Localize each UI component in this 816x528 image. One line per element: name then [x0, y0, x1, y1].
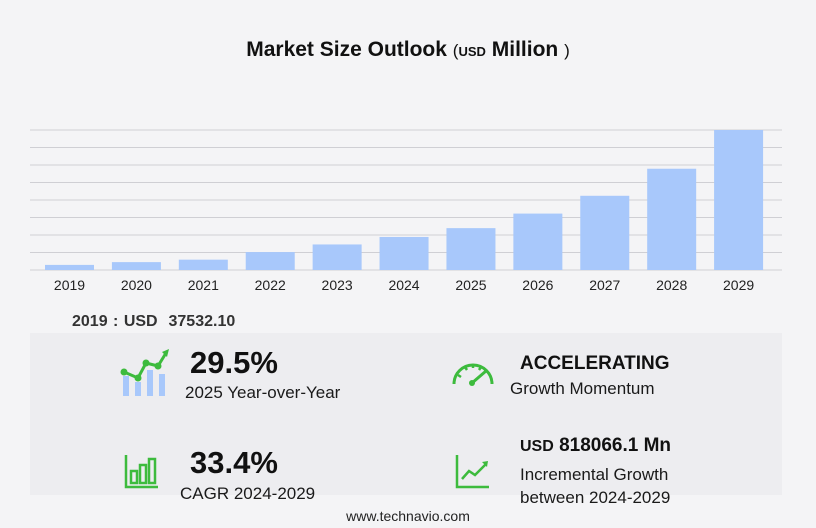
yoy-label: 2025 Year-over-Year — [185, 383, 341, 402]
title-paren-open: ( — [452, 41, 459, 60]
momentum-value: ACCELERATING — [520, 353, 670, 374]
incremental-label-line1: Incremental Growth — [520, 465, 669, 484]
base-year: 2019 — [72, 313, 108, 330]
yoy-value: 29.5% — [190, 345, 278, 380]
title-paren-close: ) — [564, 41, 570, 60]
x-tick-label: 2027 — [589, 277, 620, 293]
x-tick-label: 2025 — [455, 277, 486, 293]
bar-2029 — [714, 130, 764, 270]
bar-2025 — [446, 228, 496, 270]
x-tick-label: 2022 — [255, 277, 286, 293]
bar-2020 — [111, 262, 161, 270]
kpi-panel: 29.5% 2025 Year-over-Year ACCELERATING G… — [30, 333, 782, 503]
base-currency: USD — [123, 313, 158, 330]
x-tick-label: 2024 — [388, 277, 419, 293]
line-growth-icon — [455, 455, 489, 489]
cagr-label: CAGR 2024-2029 — [180, 484, 316, 503]
x-tick-label: 2019 — [54, 277, 85, 293]
bar-2028 — [647, 168, 697, 270]
bar-2024 — [379, 236, 429, 270]
title-unit-scale: Million — [491, 38, 559, 61]
bar-2019 — [45, 264, 94, 270]
source-footer: www.technavio.com — [346, 508, 470, 524]
bar-2021 — [178, 259, 228, 270]
x-tick-label: 2023 — [322, 277, 353, 293]
base-value: 37532.10 — [168, 313, 236, 330]
bar-trend-icon — [120, 349, 169, 396]
bar-2022 — [245, 252, 295, 270]
bar-chart: 2019 2020 2021 2022 2023 2024 2025 2026 2027 2028… — [30, 129, 782, 293]
incremental-currency: USD — [520, 438, 554, 455]
speedometer-icon — [452, 363, 494, 386]
bar-chart-icon — [124, 455, 158, 489]
title-unit-currency: USD — [458, 44, 486, 59]
base-year-sep: : — [113, 313, 119, 330]
x-tick-label: 2029 — [723, 277, 754, 293]
incremental-amount: 818066.1 Mn — [559, 435, 672, 456]
chart-title: Market Size Outlook (USD Million ) — [0, 38, 816, 62]
momentum-label: Growth Momentum — [510, 379, 655, 398]
cagr-value: 33.4% — [190, 445, 278, 480]
x-tick-label: 2026 — [522, 277, 553, 293]
x-tick-label: 2028 — [656, 277, 687, 293]
x-tick-label: 2021 — [188, 277, 219, 293]
bar-2023 — [312, 244, 362, 270]
bar-2026 — [513, 213, 563, 270]
base-year-value: 2019 : USD 37532.10 — [72, 313, 235, 331]
x-tick-label: 2020 — [121, 277, 152, 293]
incremental-label-line2: between 2024-2029 — [520, 488, 671, 507]
title-main: Market Size Outlook — [246, 38, 447, 61]
incremental-value: USD 818066.1 Mn — [520, 435, 671, 457]
bar-2027 — [580, 195, 630, 270]
